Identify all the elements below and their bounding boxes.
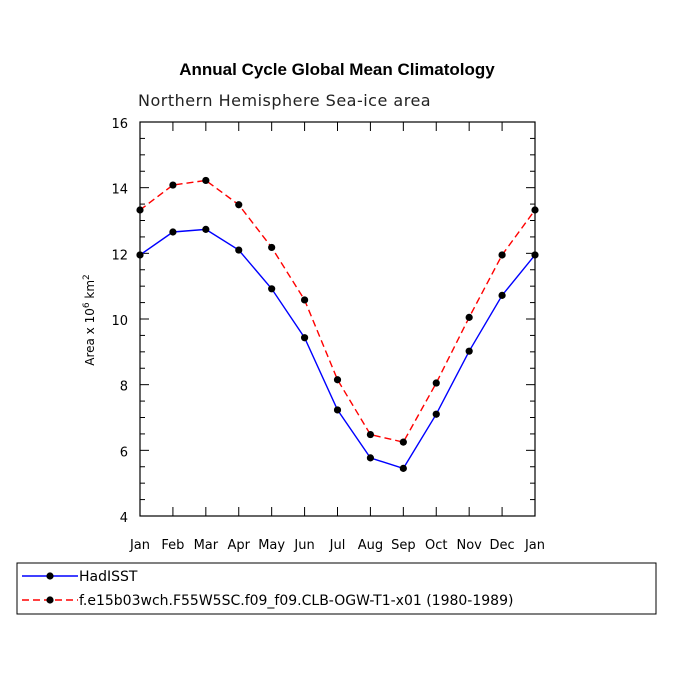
y-tick-label: 6 — [120, 445, 128, 460]
series-2-point — [202, 176, 210, 185]
y-axis-label: Area x 106 km2 — [82, 274, 97, 366]
y-tick-label: 4 — [120, 511, 128, 526]
series-2-point — [136, 206, 144, 214]
x-tick-label: Sep — [391, 538, 416, 553]
legend: HadISST f.e15b03wch.F55W5SC.f09_f09.CLB-O… — [16, 562, 657, 615]
y-axis-label-exponent: 6 — [82, 302, 92, 308]
chart-subtitle: Northern Hemisphere Sea-ice area — [138, 91, 431, 110]
series-1-point — [136, 251, 144, 259]
axis-ticks: Jan Feb Mar Apr May Jun Jul Aug Sep Oct Nov Dec Jan4… — [111, 117, 545, 553]
series-layer — [136, 176, 539, 472]
series-1-point — [498, 291, 506, 299]
series-1-point — [300, 334, 309, 342]
x-tick-label: Jan — [129, 538, 150, 553]
x-tick-label: Feb — [161, 538, 184, 553]
y-axis-label-unit-exponent: 2 — [82, 274, 92, 280]
x-tick-label: Mar — [194, 538, 219, 553]
series-2-point — [399, 438, 407, 446]
y-tick-label: 16 — [111, 117, 128, 132]
y-axis-label-prefix: Area x 10 — [83, 308, 97, 366]
series-2-point — [235, 201, 243, 209]
legend-marker-1 — [46, 572, 54, 580]
y-tick-label: 12 — [111, 248, 128, 263]
series-2-point — [432, 379, 440, 387]
series-2-point — [366, 430, 375, 439]
x-tick-label: Apr — [228, 538, 251, 553]
series-1-point — [169, 228, 177, 236]
x-tick-label: Nov — [456, 538, 482, 553]
x-tick-label: Jul — [329, 538, 346, 553]
series-1-point — [399, 464, 407, 472]
series-1-point — [333, 406, 342, 414]
y-tick-label: 8 — [120, 380, 128, 395]
y-tick-label: 14 — [111, 183, 128, 198]
legend-label-1: HadISST — [79, 569, 138, 585]
legend-marker-2 — [46, 596, 54, 604]
series-2-point — [465, 313, 473, 321]
series-1-point — [202, 225, 210, 233]
chart-title: Annual Cycle Global Mean Climatology — [179, 60, 495, 79]
y-axis-label-unit: km — [83, 280, 97, 302]
series-1-point — [268, 285, 276, 293]
series-2-point — [268, 243, 276, 252]
x-tick-label: May — [258, 538, 285, 553]
y-tick-label: 10 — [111, 314, 128, 329]
x-tick-label: Jan — [524, 538, 545, 553]
series-2-point — [169, 181, 177, 189]
x-tick-label: Aug — [358, 538, 383, 553]
series-line-1 — [139, 228, 536, 470]
series-1-point — [432, 410, 440, 418]
series-1-point — [235, 246, 243, 254]
series-1-point — [366, 454, 375, 462]
legend-label-2: f.e15b03wch.F55W5SC.f09_f09.CLB-OGW-T1-x… — [79, 593, 513, 609]
series-line-2 — [139, 179, 536, 443]
series-1-point — [465, 347, 473, 355]
legend-box — [16, 562, 657, 615]
series-2-point — [498, 251, 506, 259]
series-2-point — [531, 206, 539, 214]
series-2-point — [333, 376, 342, 384]
series-1-point — [531, 251, 539, 259]
x-tick-label: Jun — [293, 538, 314, 553]
x-tick-label: Dec — [490, 538, 515, 553]
x-tick-label: Oct — [425, 538, 447, 553]
series-2-point — [300, 296, 309, 304]
